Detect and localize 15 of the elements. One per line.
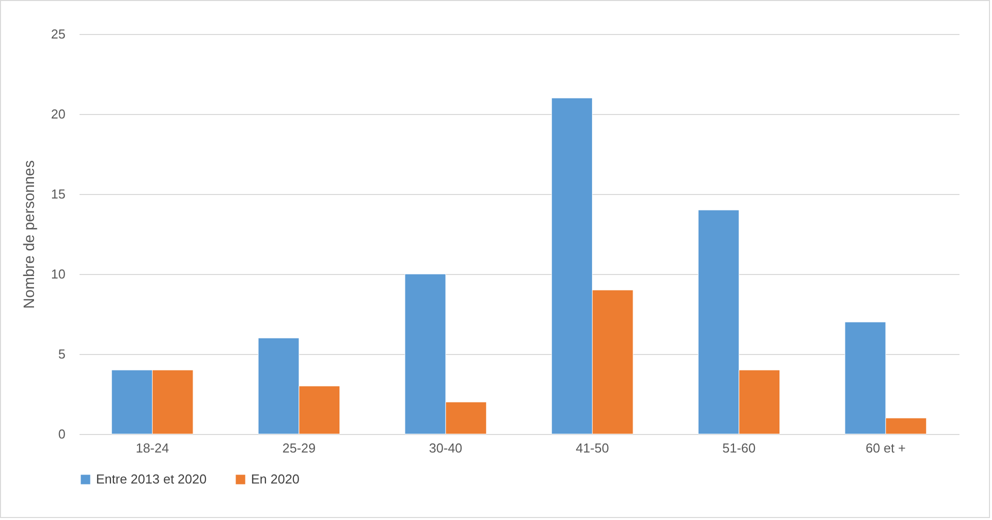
y-tick-label: 20 <box>51 106 66 122</box>
y-tick-label: 10 <box>51 266 66 282</box>
x-tick-label: 25-29 <box>282 440 316 456</box>
x-tick-label: 41-50 <box>576 440 609 456</box>
x-tick-label: 60 et + <box>866 440 906 456</box>
x-tick-label: 51-60 <box>722 440 756 456</box>
legend-label: En 2020 <box>251 472 300 487</box>
y-tick-label: 25 <box>51 26 66 42</box>
x-tick-label: 30-40 <box>429 440 462 456</box>
y-tick-label: 15 <box>51 186 66 202</box>
y-tick-label: 0 <box>58 426 66 442</box>
x-tick-label: 18-24 <box>136 440 169 456</box>
legend-label: Entre 2013 et 2020 <box>96 472 207 487</box>
y-tick-label: 5 <box>58 346 66 362</box>
y-axis-title: Nombre de personnes <box>21 160 38 309</box>
